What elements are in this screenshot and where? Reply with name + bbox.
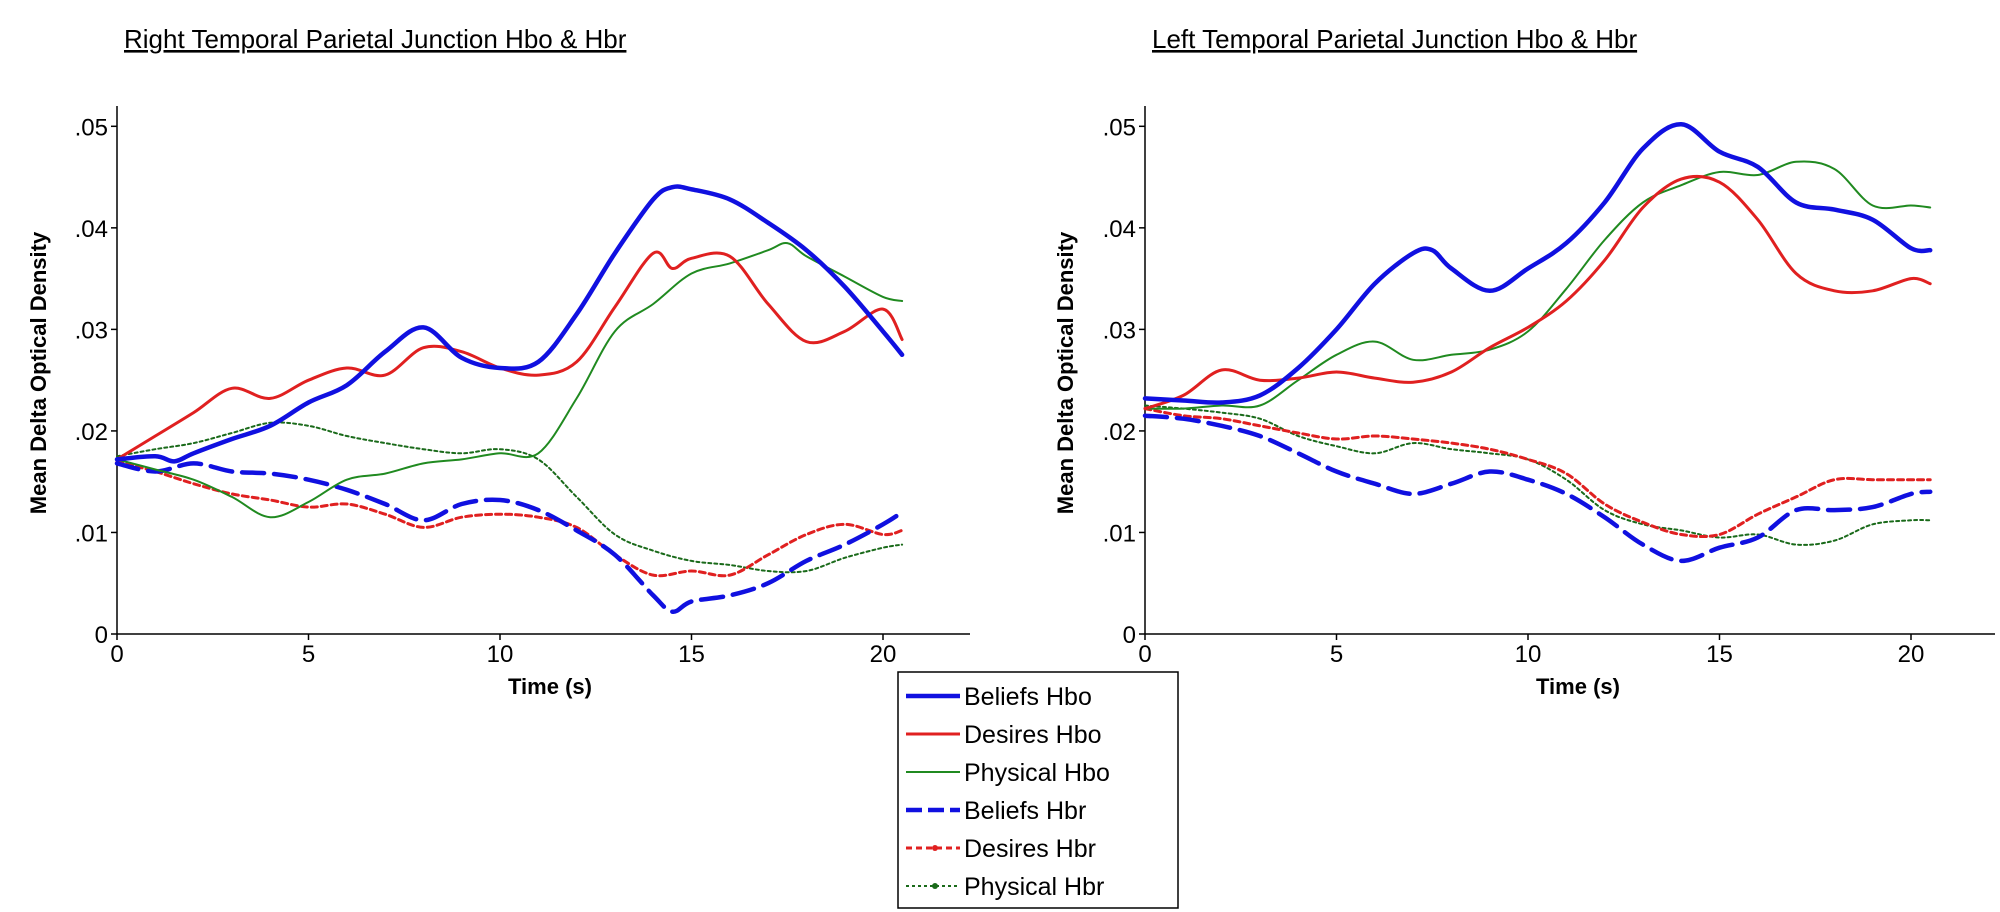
x-tick-label: 15	[1706, 641, 1733, 668]
y-axis-label: Mean Delta Optical Density	[26, 231, 51, 514]
legend-marker	[932, 845, 938, 851]
y-tick-label: .05	[75, 114, 108, 141]
x-tick-label: 15	[678, 641, 705, 668]
series-line-desires-hbr	[115, 459, 904, 578]
y-tick-label: .03	[1103, 317, 1136, 344]
chart-title: Right Temporal Parietal Junction Hbo & H…	[124, 24, 627, 54]
y-tick-label: .04	[75, 216, 108, 243]
y-tick-label: .02	[1103, 419, 1136, 446]
x-tick-label: 10	[487, 641, 514, 668]
chart-right-tpj: Right Temporal Parietal Junction Hbo & H…	[26, 24, 970, 699]
y-tick-label: .01	[1103, 520, 1136, 547]
legend-box	[897, 671, 1179, 909]
y-tick-label: .05	[1103, 114, 1136, 141]
legend-label: Beliefs Hbo	[964, 683, 1092, 711]
legend-label: Desires Hbr	[964, 835, 1096, 863]
y-tick-label: .02	[75, 419, 108, 446]
series-line-desires-hbo	[1143, 174, 1932, 411]
x-tick-label: 20	[1898, 641, 1925, 668]
legend-label: Beliefs Hbr	[964, 797, 1086, 825]
series-line-physical-hbo	[116, 241, 904, 519]
series-line-beliefs-hbr	[114, 461, 905, 614]
x-tick-label: 20	[870, 641, 897, 668]
series-line-desires-hbo	[115, 250, 904, 461]
y-tick-label: 0	[1123, 622, 1136, 649]
chart-title: Left Temporal Parietal Junction Hbo & Hb…	[1152, 24, 1637, 54]
series-line-beliefs-hbo	[1142, 122, 1933, 405]
x-tick-label: 5	[302, 641, 315, 668]
x-tick-label: 0	[1138, 641, 1151, 668]
x-axis-label: Time (s)	[1536, 674, 1620, 699]
y-tick-label: .01	[75, 520, 108, 547]
x-axis-label: Time (s)	[508, 674, 592, 699]
series-line-beliefs-hbo	[114, 184, 905, 464]
series-line-physical-hbr	[1144, 404, 1932, 546]
y-tick-label: .03	[75, 317, 108, 344]
x-tick-label: 5	[1330, 641, 1343, 668]
y-axis-label: Mean Delta Optical Density	[1053, 231, 1078, 514]
legend-marker	[932, 883, 938, 889]
legend-label: Desires Hbo	[964, 721, 1102, 749]
series-line-physical-hbr	[116, 421, 904, 574]
x-tick-label: 0	[110, 641, 123, 668]
legend-label: Physical Hbr	[964, 873, 1104, 901]
legend: Beliefs Hbo Desires Hbo Physical Hbo Belief…	[897, 671, 1179, 909]
x-tick-label: 10	[1515, 641, 1542, 668]
chart-left-tpj: Left Temporal Parietal Junction Hbo & Hb…	[1053, 24, 1995, 699]
y-tick-label: .04	[1103, 216, 1136, 243]
legend-label: Physical Hbo	[964, 759, 1110, 787]
series-line-physical-hbo	[1144, 160, 1932, 410]
series-line-desires-hbr	[1143, 407, 1932, 539]
series-line-beliefs-hbr	[1142, 413, 1933, 564]
y-tick-label: 0	[95, 622, 108, 649]
